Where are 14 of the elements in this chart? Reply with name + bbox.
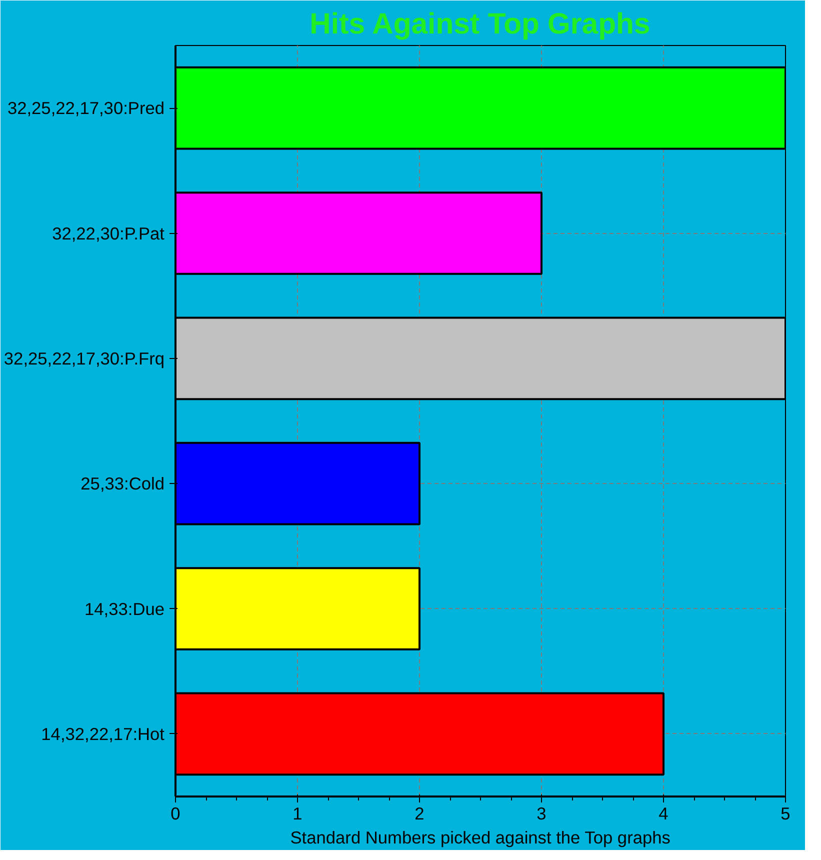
y-tick-label: 32,22,30:P.Pat	[52, 223, 165, 244]
chart-title: Hits Against Top Graphs	[310, 8, 650, 40]
y-tick-label: 32,25,22,17,30:Pred	[7, 98, 164, 118]
x-tick-label: 5	[780, 804, 790, 824]
x-tick-label: 2	[414, 804, 424, 824]
y-tick-label: 32,25,22,17,30:P.Frq	[4, 348, 165, 368]
x-axis-title: Standard Numbers picked against the Top graphs	[290, 828, 671, 848]
y-tick-label: 14,32,22,17:Hot	[41, 724, 165, 744]
x-tick-label: 1	[292, 804, 302, 824]
y-tick-label: 14,33:Due	[84, 598, 165, 619]
y-tick-label: 25,33:Cold	[80, 474, 165, 494]
x-tick-label: 0	[170, 804, 180, 824]
x-tick-label: 3	[536, 804, 546, 824]
x-tick-label: 4	[658, 804, 669, 824]
